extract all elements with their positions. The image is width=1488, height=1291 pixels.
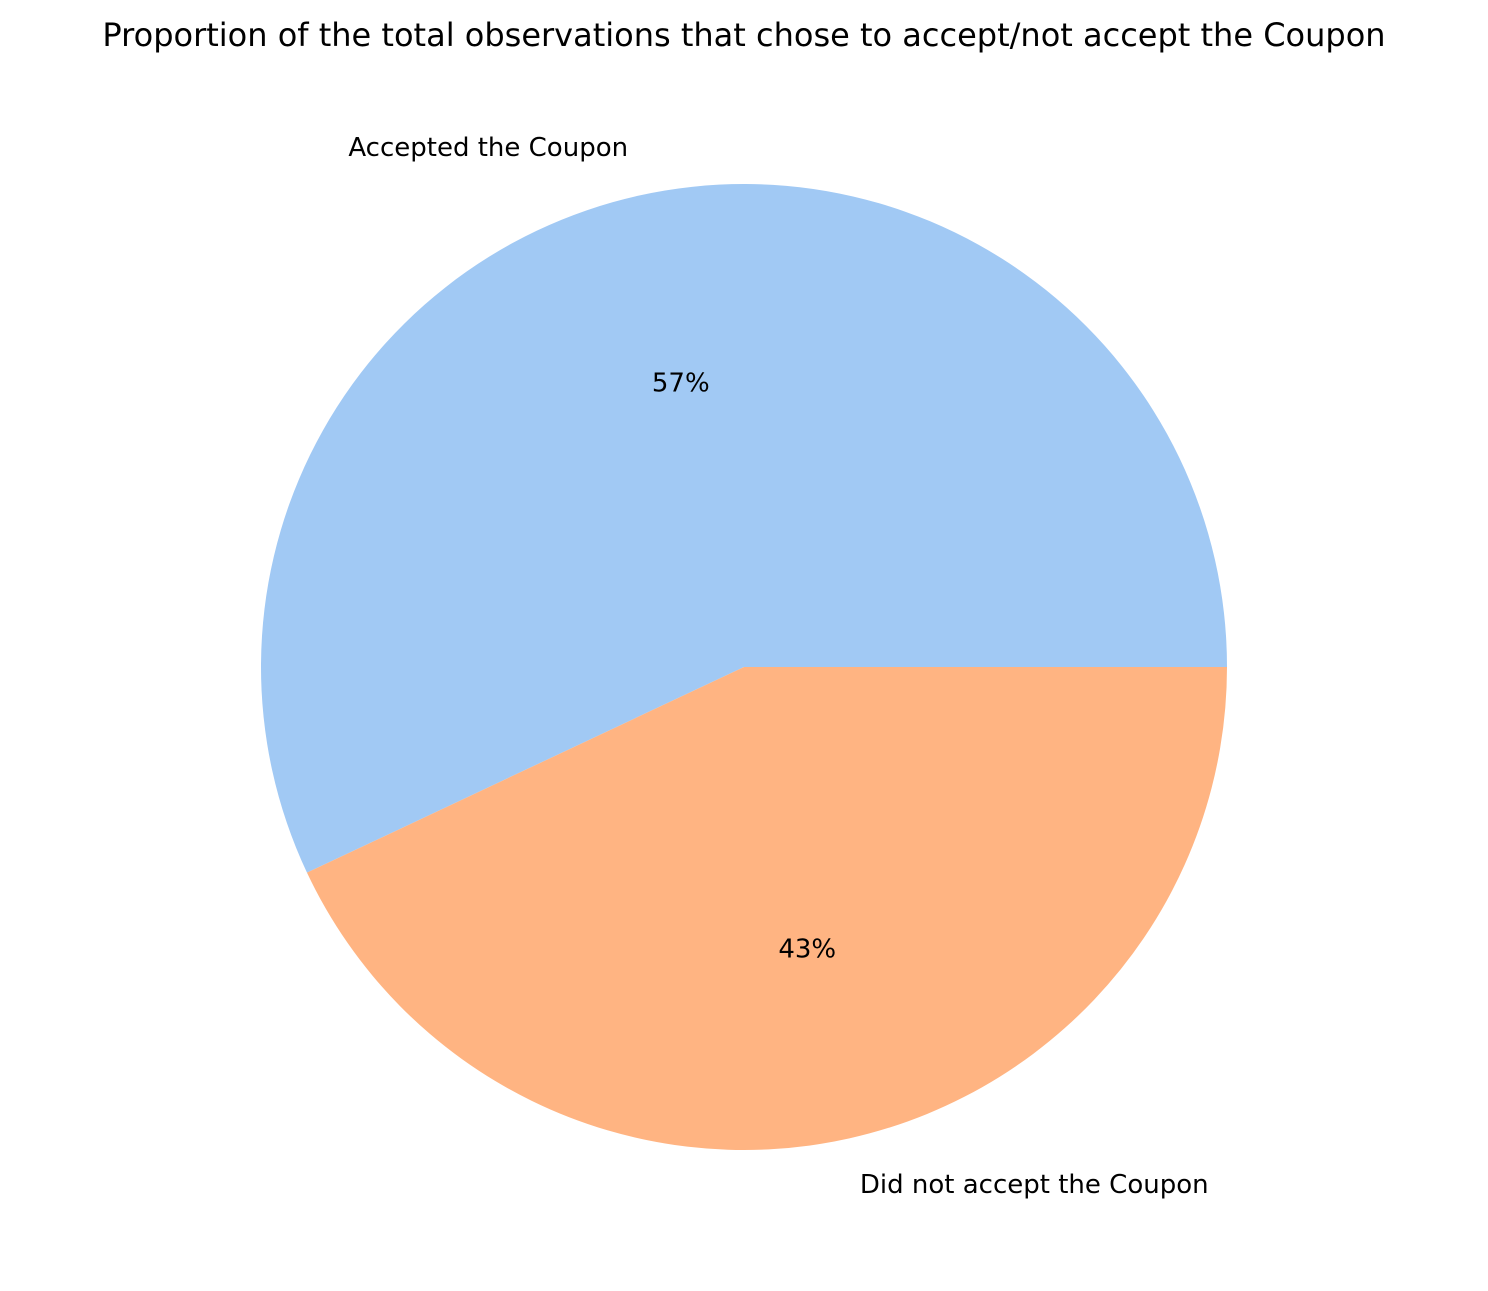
pie-slice-1	[260, 183, 1227, 873]
pie-slices	[260, 183, 1228, 1151]
chart-title: Proportion of the total observations tha…	[102, 16, 1385, 54]
pie-labels: Accepted the Coupon 57% Did not accept the…	[348, 133, 1208, 1200]
slice-percent-1: 57%	[652, 369, 710, 399]
slice-percent-2: 43%	[778, 934, 836, 964]
slice-label-2: Did not accept the Coupon	[860, 1170, 1209, 1200]
slice-label-1: Accepted the Coupon	[348, 133, 628, 163]
pie-slice-2	[306, 667, 1228, 1151]
